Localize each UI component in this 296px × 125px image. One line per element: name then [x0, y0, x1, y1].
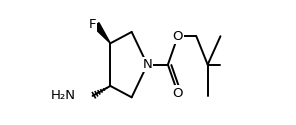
- Text: F: F: [89, 18, 96, 31]
- Text: N: N: [142, 58, 152, 71]
- Text: O: O: [173, 86, 183, 100]
- Polygon shape: [93, 23, 110, 43]
- Text: O: O: [173, 30, 183, 43]
- Text: H₂N: H₂N: [51, 89, 76, 102]
